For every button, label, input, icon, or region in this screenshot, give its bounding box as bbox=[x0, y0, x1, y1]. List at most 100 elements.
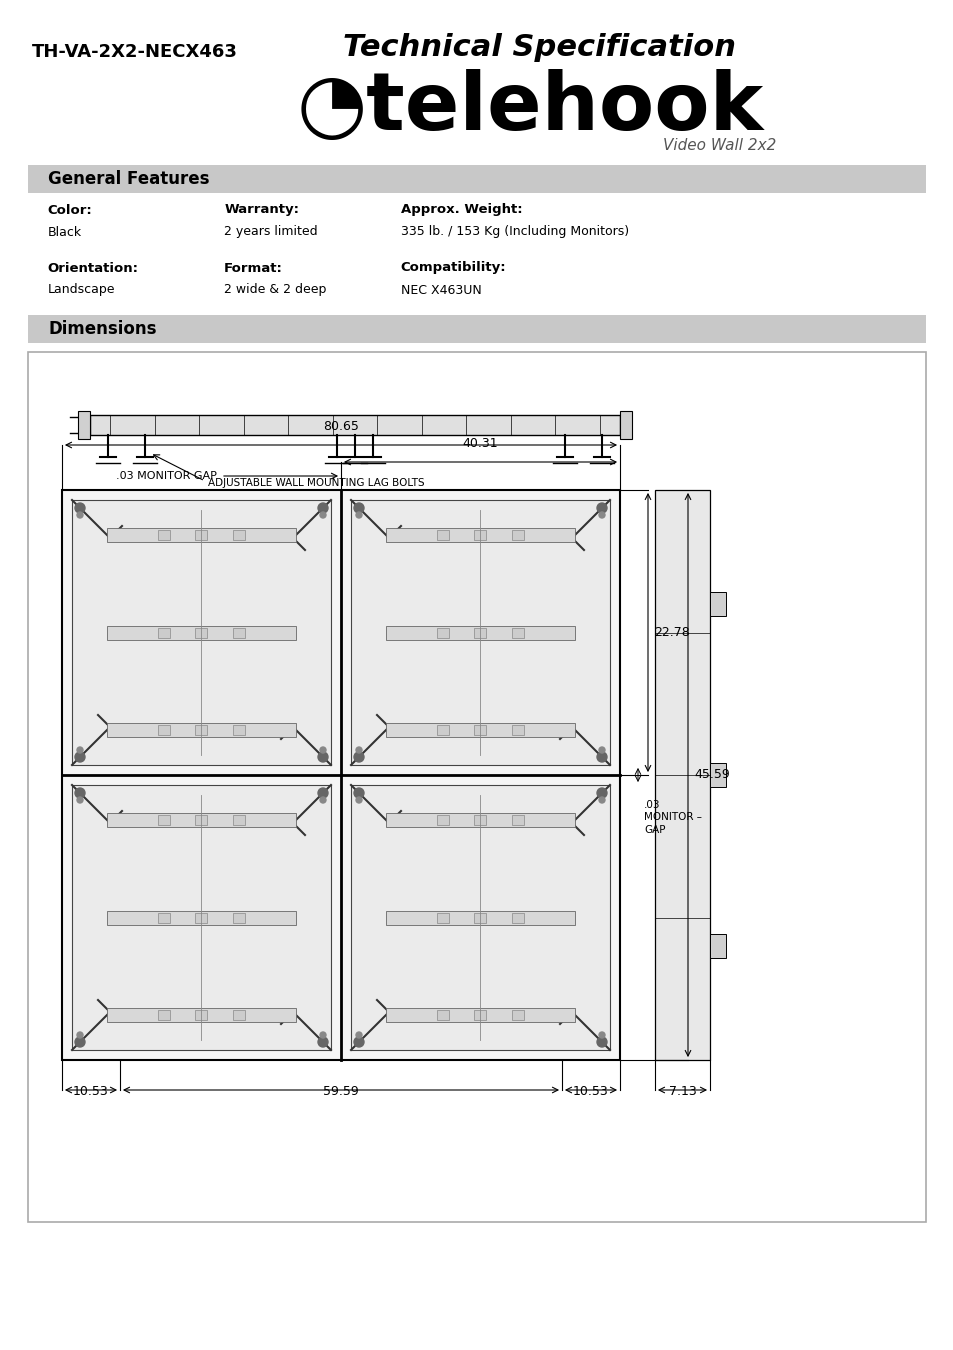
Text: 80.65: 80.65 bbox=[323, 420, 358, 433]
Bar bbox=[62, 490, 619, 1060]
Bar bbox=[512, 725, 524, 734]
Text: NEC X463UN: NEC X463UN bbox=[400, 284, 481, 297]
Circle shape bbox=[598, 1031, 604, 1038]
Bar bbox=[233, 531, 245, 540]
Bar bbox=[107, 724, 295, 737]
Circle shape bbox=[317, 1037, 328, 1048]
Circle shape bbox=[75, 752, 85, 761]
Bar bbox=[474, 725, 486, 734]
Bar bbox=[436, 628, 448, 637]
Text: .03 MONITOR GAP: .03 MONITOR GAP bbox=[116, 471, 216, 481]
Bar bbox=[157, 913, 170, 922]
Bar bbox=[28, 352, 925, 1222]
Circle shape bbox=[75, 504, 85, 513]
Bar bbox=[619, 410, 631, 439]
Circle shape bbox=[355, 512, 361, 518]
Text: ◔telehook: ◔telehook bbox=[296, 69, 762, 147]
Bar bbox=[195, 815, 208, 825]
Circle shape bbox=[75, 1037, 85, 1048]
Bar bbox=[233, 815, 245, 825]
Bar bbox=[28, 165, 925, 193]
Bar bbox=[195, 725, 208, 734]
Bar bbox=[386, 813, 575, 828]
Bar bbox=[474, 531, 486, 540]
Bar bbox=[709, 934, 725, 958]
Text: General Features: General Features bbox=[48, 170, 210, 188]
Bar bbox=[512, 531, 524, 540]
Circle shape bbox=[77, 1031, 83, 1038]
Bar bbox=[157, 1010, 170, 1021]
Circle shape bbox=[355, 796, 361, 803]
Bar bbox=[436, 1010, 448, 1021]
Bar bbox=[474, 1010, 486, 1021]
Bar bbox=[195, 913, 208, 922]
Text: Orientation:: Orientation: bbox=[48, 262, 138, 274]
Text: 10.53: 10.53 bbox=[573, 1085, 608, 1098]
Bar bbox=[78, 410, 90, 439]
Circle shape bbox=[597, 752, 606, 761]
Circle shape bbox=[77, 512, 83, 518]
Bar bbox=[195, 628, 208, 637]
Bar bbox=[71, 784, 331, 1050]
Bar bbox=[474, 913, 486, 922]
Bar bbox=[512, 1010, 524, 1021]
Circle shape bbox=[597, 504, 606, 513]
Bar bbox=[512, 815, 524, 825]
Bar bbox=[655, 490, 709, 1060]
Circle shape bbox=[319, 747, 326, 753]
Bar bbox=[233, 1010, 245, 1021]
Circle shape bbox=[597, 788, 606, 798]
Text: .03
MONITOR –
GAP: .03 MONITOR – GAP bbox=[643, 801, 701, 834]
Text: TH-VA-2X2-NECX463: TH-VA-2X2-NECX463 bbox=[32, 43, 237, 61]
Bar bbox=[233, 725, 245, 734]
Text: ADJUSTABLE WALL MOUNTING LAG BOLTS: ADJUSTABLE WALL MOUNTING LAG BOLTS bbox=[208, 478, 424, 487]
Circle shape bbox=[354, 1037, 364, 1048]
Bar bbox=[107, 813, 295, 828]
Bar bbox=[436, 725, 448, 734]
Bar bbox=[386, 528, 575, 541]
Bar bbox=[157, 531, 170, 540]
Bar bbox=[107, 910, 295, 925]
Bar bbox=[107, 1008, 295, 1022]
Bar bbox=[386, 724, 575, 737]
Bar bbox=[195, 1010, 208, 1021]
Bar bbox=[233, 913, 245, 922]
Circle shape bbox=[597, 1037, 606, 1048]
Text: Dimensions: Dimensions bbox=[48, 320, 156, 338]
Bar bbox=[512, 628, 524, 637]
Bar bbox=[474, 628, 486, 637]
Circle shape bbox=[598, 512, 604, 518]
Bar bbox=[709, 763, 725, 787]
Bar bbox=[436, 815, 448, 825]
Text: 7.13: 7.13 bbox=[668, 1085, 696, 1098]
Text: 22.78: 22.78 bbox=[654, 626, 689, 639]
Text: Color:: Color: bbox=[48, 204, 92, 216]
Bar bbox=[512, 913, 524, 922]
Bar bbox=[386, 910, 575, 925]
Circle shape bbox=[355, 1031, 361, 1038]
Circle shape bbox=[354, 788, 364, 798]
Text: Warranty:: Warranty: bbox=[224, 204, 299, 216]
Text: 2 wide & 2 deep: 2 wide & 2 deep bbox=[224, 284, 326, 297]
Bar bbox=[90, 414, 619, 435]
Circle shape bbox=[77, 796, 83, 803]
Text: 10.53: 10.53 bbox=[73, 1085, 109, 1098]
Text: Landscape: Landscape bbox=[48, 284, 115, 297]
Text: 59.59: 59.59 bbox=[323, 1085, 358, 1098]
Circle shape bbox=[75, 788, 85, 798]
Bar bbox=[107, 625, 295, 640]
Circle shape bbox=[319, 796, 326, 803]
Bar bbox=[233, 628, 245, 637]
Text: 335 lb. / 153 Kg (Including Monitors): 335 lb. / 153 Kg (Including Monitors) bbox=[400, 225, 628, 239]
Text: Approx. Weight:: Approx. Weight: bbox=[400, 204, 521, 216]
Bar bbox=[157, 725, 170, 734]
Bar bbox=[351, 500, 609, 765]
Circle shape bbox=[598, 796, 604, 803]
Text: Black: Black bbox=[48, 225, 82, 239]
Circle shape bbox=[317, 504, 328, 513]
Text: Technical Specification: Technical Specification bbox=[343, 34, 736, 62]
Text: 45.59: 45.59 bbox=[693, 768, 729, 782]
Bar bbox=[386, 625, 575, 640]
Bar bbox=[436, 913, 448, 922]
Bar bbox=[28, 315, 925, 343]
